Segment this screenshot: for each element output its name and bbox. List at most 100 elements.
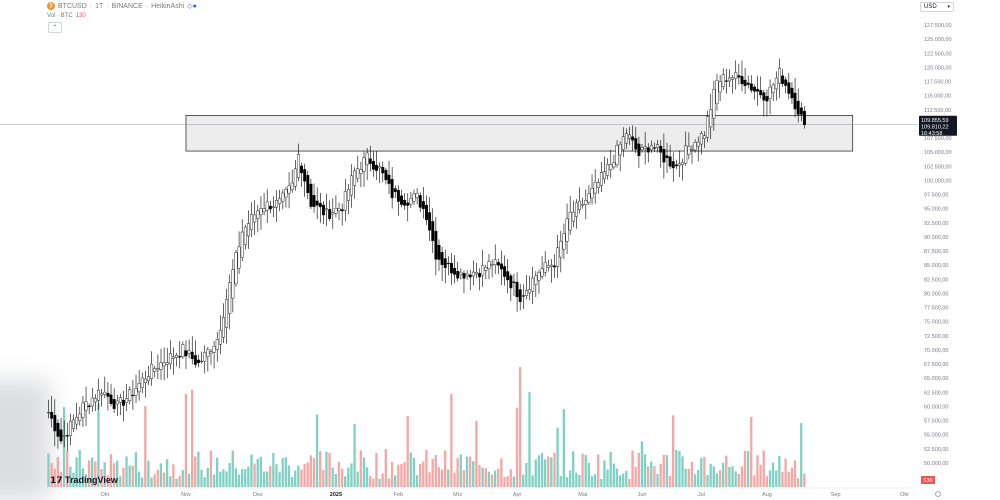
candle-body <box>771 84 775 94</box>
candle-body <box>231 269 235 299</box>
candle-body <box>312 195 316 207</box>
volume-bar <box>406 416 409 487</box>
price-tick-label: 117.500,00 <box>924 80 951 86</box>
volume-bar <box>384 449 387 487</box>
volume-bar <box>493 470 497 487</box>
volume-bar <box>116 460 119 487</box>
time-tick-label: Aug <box>762 492 772 498</box>
candle-body <box>731 77 735 80</box>
volume-bar <box>247 466 250 487</box>
candle-body <box>578 200 581 210</box>
volume-bar <box>269 466 272 487</box>
candle-body <box>656 144 660 148</box>
volume-bar <box>800 423 803 487</box>
legend-options-icon[interactable]: ◇● <box>187 3 197 10</box>
candle-body <box>681 162 685 165</box>
candle-body <box>456 271 460 279</box>
volume-last-value: 130 <box>923 478 932 484</box>
volume-bar <box>796 478 800 487</box>
candle-body <box>624 133 628 144</box>
candle-body <box>740 76 744 85</box>
candle-body <box>425 204 428 221</box>
candle-body <box>796 100 800 115</box>
candle-body <box>768 86 772 99</box>
time-tick-label: Mai <box>578 492 587 498</box>
candle-body <box>128 389 132 401</box>
volume-bar <box>753 475 756 487</box>
volume-bar <box>334 473 337 487</box>
volume-bar <box>197 451 200 487</box>
volume-bar <box>215 457 219 487</box>
volume-bar <box>497 468 500 487</box>
volume-bar <box>381 473 384 487</box>
candle-body <box>218 330 222 345</box>
candle-body <box>646 147 650 153</box>
currency-selector[interactable]: USD ▾ <box>920 2 954 12</box>
volume-bar <box>768 470 772 487</box>
volume-bar <box>97 403 100 487</box>
tradingview-logo[interactable]: 𝟭𝟳 TradingView <box>50 475 119 485</box>
volume-bar <box>550 457 553 487</box>
volume-bar <box>456 457 459 487</box>
price-tick-label: 65.000,00 <box>924 376 948 382</box>
price-axis-panel[interactable] <box>918 0 1000 500</box>
volume-bar <box>678 451 681 487</box>
candle-body <box>596 182 600 188</box>
volume-bar <box>790 467 794 487</box>
volume-bar <box>465 456 469 487</box>
volume-bar <box>565 477 569 487</box>
volume-bar <box>759 464 762 487</box>
candle-body <box>293 168 297 187</box>
candle-body <box>668 156 672 167</box>
volume-bar <box>331 467 334 487</box>
volume-bar <box>159 463 163 487</box>
candle-body <box>384 169 388 181</box>
volume-bar <box>253 463 256 487</box>
volume-bar <box>640 441 644 487</box>
price-tick-label: 120.000,00 <box>924 65 952 71</box>
volume-bar <box>103 462 106 487</box>
collapse-legend-button[interactable]: ⌃ <box>48 22 62 33</box>
candle-body <box>553 265 557 268</box>
volume-bar <box>431 458 434 487</box>
volume-bar <box>109 454 113 487</box>
volume-legend[interactable]: Vol · BTC 130 <box>47 13 86 19</box>
candle-body <box>787 82 791 94</box>
price-tick-label: 115.000,00 <box>924 94 951 100</box>
volume-bar <box>59 472 63 487</box>
candle-body <box>153 368 157 372</box>
candle-body <box>649 145 653 151</box>
candle-body <box>147 376 150 382</box>
volume-bar <box>144 406 147 487</box>
candle-body <box>284 189 288 198</box>
volume-bar <box>172 464 175 487</box>
candle-body <box>518 289 522 302</box>
volume-bar <box>75 457 78 487</box>
candle-body <box>412 193 416 202</box>
volume-bar <box>47 453 50 487</box>
volume-bar <box>781 471 784 487</box>
volume-bar <box>578 474 581 487</box>
volume-bar <box>240 469 244 487</box>
settings-gear-icon[interactable] <box>935 491 941 497</box>
candle-body <box>606 164 610 176</box>
candle-body <box>684 145 688 164</box>
candle-body <box>450 263 453 274</box>
candle-body <box>774 77 778 90</box>
resistance-zone-rectangle[interactable] <box>185 115 854 152</box>
symbol-legend[interactable]: ₿ BTCUSD · 1T · BINANCE · HeikinAshi ◇● <box>47 2 197 10</box>
candle-body <box>278 198 282 204</box>
candle-body <box>90 397 94 407</box>
candle-body <box>356 168 360 179</box>
candle-body <box>546 265 550 268</box>
price-tick-label: 82.500,00 <box>924 277 948 283</box>
candle-body <box>137 383 141 393</box>
volume-bar <box>372 478 375 487</box>
candle-body <box>340 209 344 212</box>
volume-bar <box>737 473 740 487</box>
candle-body <box>559 240 563 258</box>
candle-body <box>203 352 207 362</box>
volume-bar <box>750 416 753 487</box>
volume-bar <box>656 473 659 487</box>
